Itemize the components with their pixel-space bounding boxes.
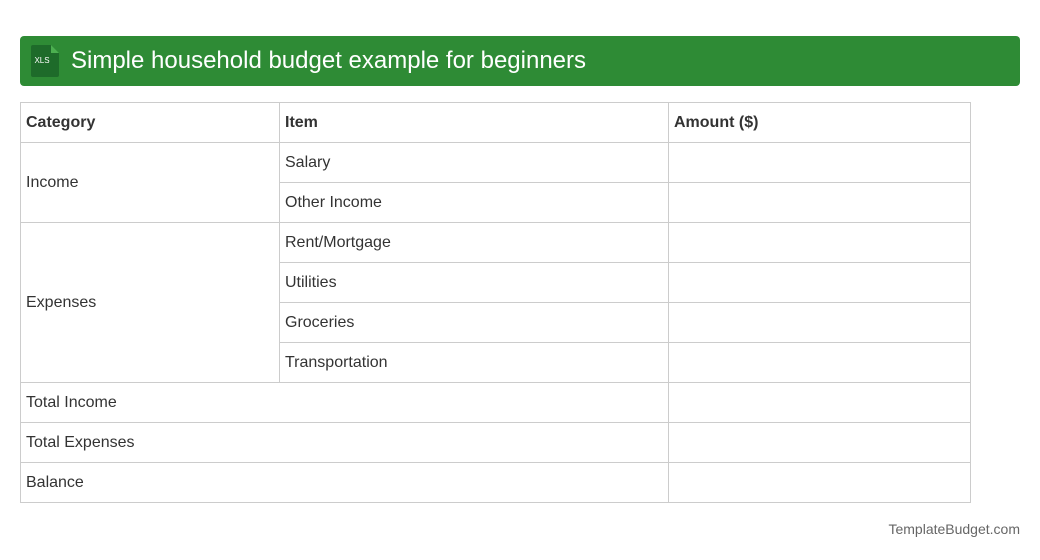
column-header: Amount ($) [668,102,971,143]
amount-cell [668,142,971,183]
category-cell: Expenses [20,222,280,383]
row: Income Salary [20,142,971,223]
row: Groceries [21,302,971,343]
file-icon: XLS [31,45,59,77]
amount-cell [668,462,971,503]
budget-table: Category Item Amount ($) Income Salary Oth… [20,102,971,503]
total-row: Total Income [20,382,971,423]
page-title: Simple household budget example for begi… [71,47,587,74]
total-label: Total Expenses [20,422,669,463]
total-label: Balance [20,462,669,503]
icon-label: XLS [34,56,49,65]
amount-cell [668,302,971,343]
item-cell: Utilities [279,262,669,303]
item-cell: Other Income [279,182,669,223]
total-label: Total Income [20,382,669,423]
amount-cell [668,182,971,223]
item-cell: Groceries [279,302,669,343]
column-header: Category [20,102,280,143]
item-cell: Rent/Mortgage [279,222,669,263]
item-cell: Salary [279,142,669,183]
amount-cell [668,422,971,463]
column-header: Item [279,102,669,143]
header-row: Category Item Amount ($) [20,102,971,143]
amount-cell [668,342,971,383]
amount-cell [668,262,971,303]
source: TemplateBudget.com [888,521,1020,537]
title-bar: XLS Simple household budget example for … [20,36,1020,86]
amount-cell [668,382,971,423]
item-cell: Transportation [279,342,669,383]
row: Expenses Rent/Mortgage [20,222,971,383]
total-row: Total Expenses [20,422,971,463]
total-row: Balance [20,462,971,503]
amount-cell [668,222,971,263]
row: Other Income [21,182,971,223]
category-cell: Income [20,142,280,223]
